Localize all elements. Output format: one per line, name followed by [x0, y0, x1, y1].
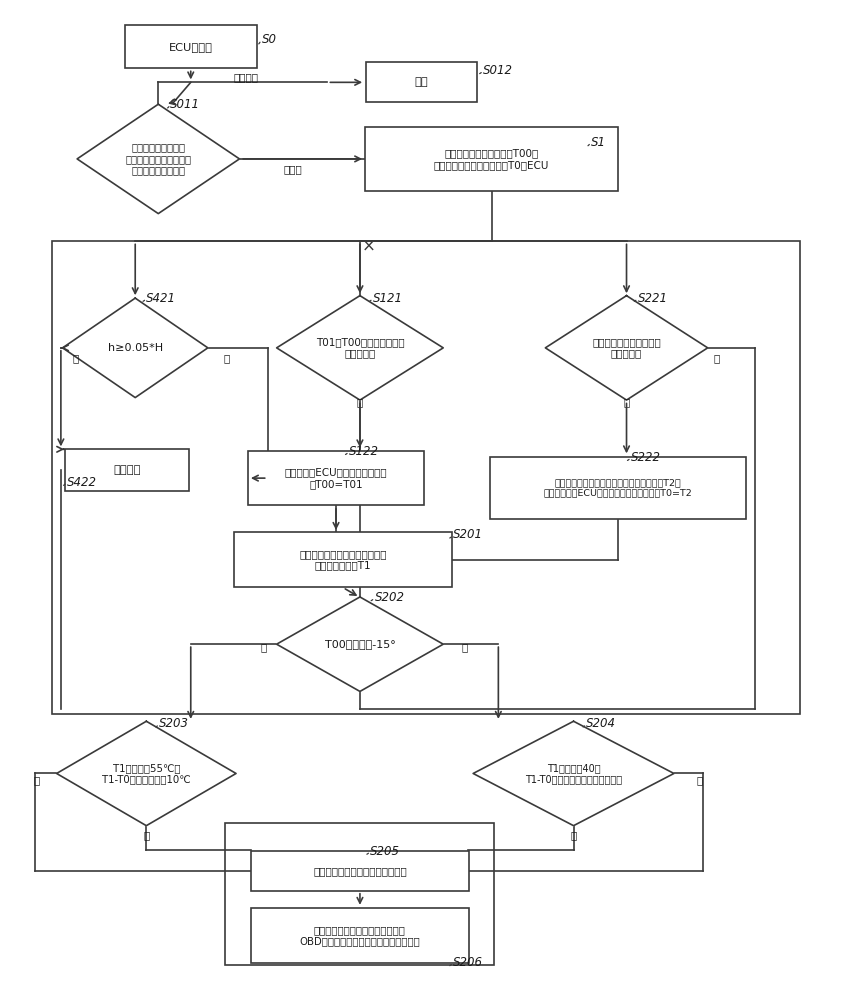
Polygon shape	[77, 104, 239, 214]
Text: S011: S011	[170, 98, 200, 111]
Text: 否: 否	[72, 353, 78, 363]
FancyArrowPatch shape	[588, 144, 589, 146]
Text: S421: S421	[146, 292, 176, 305]
FancyBboxPatch shape	[366, 62, 477, 102]
Text: 输出显示指令，显示指令控制车辆
OBD系统中设置的显示部件发出显示信号: 输出显示指令，显示指令控制车辆 OBD系统中设置的显示部件发出显示信号	[299, 925, 421, 946]
Polygon shape	[473, 721, 674, 826]
Polygon shape	[57, 721, 236, 826]
Text: S205: S205	[370, 845, 400, 858]
Text: ×: ×	[361, 237, 376, 255]
Text: S222: S222	[630, 451, 660, 464]
Text: 结束: 结束	[415, 77, 428, 87]
FancyArrowPatch shape	[367, 853, 368, 854]
FancyArrowPatch shape	[450, 965, 452, 966]
FancyArrowPatch shape	[628, 459, 629, 460]
Text: S201: S201	[453, 528, 483, 541]
Text: 是: 是	[570, 830, 577, 840]
Text: S121: S121	[372, 292, 402, 305]
FancyArrowPatch shape	[156, 726, 157, 727]
FancyArrowPatch shape	[259, 42, 260, 44]
Text: 否: 否	[461, 642, 467, 652]
Text: 尿素箱温度传感器、
环境温度传感器、尿素箱
液位传感器是否有效: 尿素箱温度传感器、 环境温度传感器、尿素箱 液位传感器是否有效	[126, 142, 191, 176]
Text: 否: 否	[713, 353, 719, 363]
Text: S0: S0	[261, 33, 277, 46]
Text: S422: S422	[67, 476, 97, 489]
Text: 是: 是	[357, 398, 363, 408]
FancyArrowPatch shape	[143, 300, 144, 301]
FancyBboxPatch shape	[125, 25, 257, 68]
Text: T1是否大于55℃或
T1-T0是否大于等于10℃: T1是否大于55℃或 T1-T0是否大于等于10℃	[102, 763, 191, 784]
FancyBboxPatch shape	[251, 851, 469, 891]
Text: 一者无效: 一者无效	[234, 72, 259, 82]
Text: 判断是否有新的尿素溶液
注入尿素箱: 判断是否有新的尿素溶液 注入尿素箱	[593, 337, 660, 359]
FancyBboxPatch shape	[249, 451, 424, 505]
Text: T01与T00的差值是否大于
第三预设值: T01与T00的差值是否大于 第三预设值	[316, 337, 404, 359]
Text: S122: S122	[349, 445, 378, 458]
FancyBboxPatch shape	[234, 532, 452, 587]
Text: S206: S206	[453, 956, 483, 969]
Text: ECU初始化: ECU初始化	[169, 42, 212, 52]
Text: 检测注入尿素溶液后尿素箱内尿素溶液温度T2，
并更新存储于ECU内部的尿素溶液温度，使T0=T2: 检测注入尿素溶液后尿素箱内尿素溶液温度T2， 并更新存储于ECU内部的尿素溶液温…	[544, 478, 692, 498]
Polygon shape	[63, 298, 208, 398]
Text: 是: 是	[624, 398, 630, 408]
FancyArrowPatch shape	[450, 537, 452, 538]
Text: T00是否大于-15°: T00是否大于-15°	[324, 639, 396, 649]
FancyBboxPatch shape	[490, 457, 746, 519]
Text: 是: 是	[144, 830, 150, 840]
FancyArrowPatch shape	[370, 300, 371, 301]
Text: 否: 否	[34, 775, 40, 785]
Text: h≥0.05*H: h≥0.05*H	[108, 343, 163, 353]
Text: 检测当前时刻所述尿素箱内部的
尿素溶液的温度T1: 检测当前时刻所述尿素箱内部的 尿素溶液的温度T1	[299, 549, 387, 570]
Text: 输出冷却液电磁阀故障的控制指令: 输出冷却液电磁阀故障的控制指令	[313, 866, 407, 876]
FancyBboxPatch shape	[366, 127, 617, 191]
FancyArrowPatch shape	[635, 300, 636, 301]
Text: 否: 否	[696, 775, 703, 785]
Text: T1是否大于40或
T1-T0是否大于等于当前环境温度: T1是否大于40或 T1-T0是否大于等于当前环境温度	[525, 763, 622, 784]
Text: S221: S221	[637, 292, 667, 305]
Polygon shape	[277, 296, 443, 400]
Text: S012: S012	[483, 64, 513, 77]
FancyArrowPatch shape	[583, 726, 585, 727]
FancyBboxPatch shape	[251, 908, 469, 963]
FancyBboxPatch shape	[64, 449, 188, 491]
Text: 是: 是	[261, 642, 267, 652]
Polygon shape	[545, 296, 708, 400]
Text: 结束程序: 结束程序	[113, 465, 140, 475]
Text: S203: S203	[159, 717, 189, 730]
Text: 更新存储于ECU内部的环境温度，
使T00=T01: 更新存储于ECU内部的环境温度， 使T00=T01	[285, 467, 387, 489]
Text: S204: S204	[587, 717, 617, 730]
Text: 是: 是	[224, 353, 230, 363]
Text: S202: S202	[374, 591, 404, 604]
Polygon shape	[277, 597, 443, 691]
FancyArrowPatch shape	[168, 107, 169, 108]
Text: S1: S1	[591, 135, 605, 148]
FancyArrowPatch shape	[64, 484, 65, 485]
FancyArrowPatch shape	[346, 453, 347, 454]
FancyArrowPatch shape	[480, 73, 482, 74]
Text: 预存初始状态下环境温度T00、
尿素箱内部的尿素溶液温度T0至ECU: 预存初始状态下环境温度T00、 尿素箱内部的尿素溶液温度T0至ECU	[433, 148, 550, 170]
Text: 均有效: 均有效	[284, 164, 303, 174]
